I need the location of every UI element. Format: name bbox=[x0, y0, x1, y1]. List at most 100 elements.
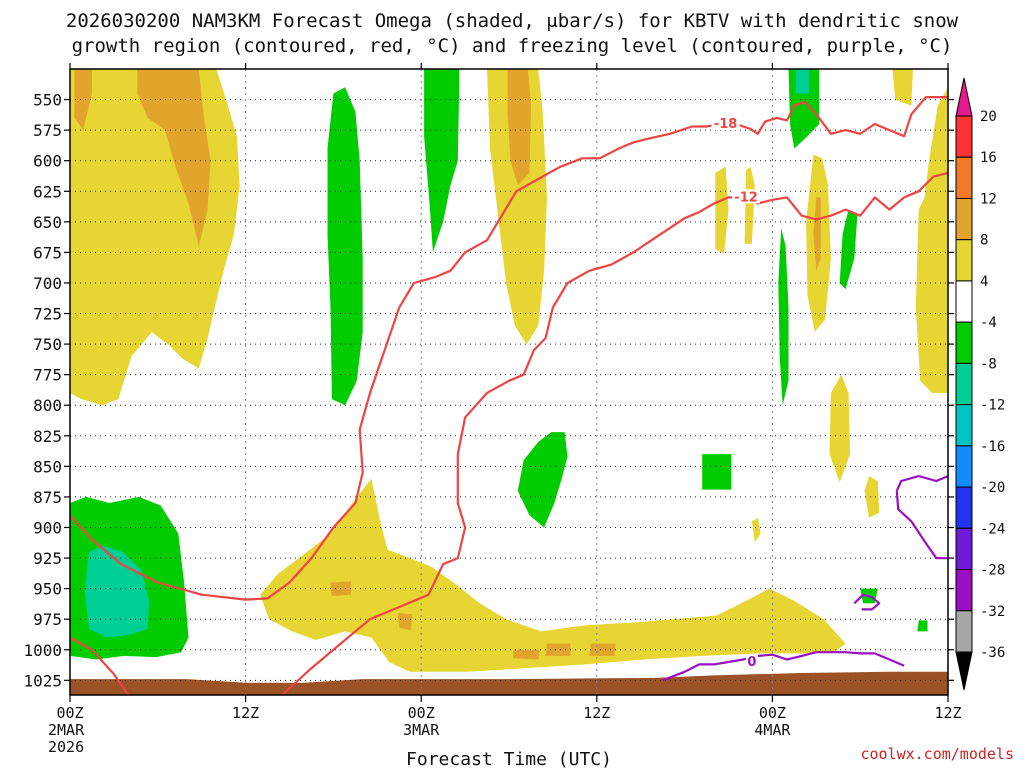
y-axis: 550 575 600 625 650 675 700 725 750 775 800 825 850 8… bbox=[23, 91, 954, 690]
omega-region-25 bbox=[795, 69, 809, 94]
colorbar-label-4: 4 bbox=[980, 274, 988, 290]
colorbar-label-5: -4 bbox=[980, 315, 997, 331]
temperature-contour-1 bbox=[69, 636, 130, 696]
x-tick-label-24-0: 00Z bbox=[408, 704, 435, 722]
y-tick-label-650: 650 bbox=[33, 213, 62, 232]
colorbar-bin-9 bbox=[955, 486, 973, 529]
temperature-label-2: -12 bbox=[734, 190, 758, 205]
colorbar-bin-10 bbox=[955, 527, 973, 571]
freezing-level-label-0: 0 bbox=[747, 655, 756, 670]
omega-region-21 bbox=[424, 69, 460, 253]
freezing-level-contour-2 bbox=[895, 475, 949, 492]
omega-region-27 bbox=[839, 209, 858, 290]
colorbar-bin-4 bbox=[955, 280, 973, 323]
y-tick-label-900: 900 bbox=[33, 518, 62, 537]
y-tick-label-600: 600 bbox=[33, 152, 62, 171]
plot-area: -18 -12 0 bbox=[69, 68, 949, 696]
temperature-contour-2 bbox=[281, 171, 949, 696]
credit-text: coolwx.com/models bbox=[860, 745, 1014, 763]
colorbar-bin-12 bbox=[955, 610, 973, 653]
colorbar: 20 16 12 8 4 -4 -8 -12 -16 -20 -24 -28 -32 -36 bbox=[955, 77, 1005, 691]
omega-region-5 bbox=[892, 69, 913, 106]
x-tick-label-0-0: 00Z bbox=[56, 704, 83, 722]
y-tick-label-850: 850 bbox=[33, 457, 62, 476]
colorbar-bin-0 bbox=[955, 115, 973, 158]
omega-region-19 bbox=[589, 643, 616, 656]
colorbar-label-11: -28 bbox=[980, 563, 1005, 579]
y-tick-label-925: 925 bbox=[33, 549, 62, 568]
omega-region-31 bbox=[84, 545, 149, 638]
colorbar-label-2: 12 bbox=[980, 191, 997, 207]
y-tick-label-775: 775 bbox=[33, 366, 62, 385]
colorbar-label-12: -32 bbox=[980, 604, 1005, 620]
freezing-level-label-bg-0 bbox=[745, 653, 758, 668]
colorbar-label-10: -24 bbox=[980, 521, 1005, 537]
y-tick-label-800: 800 bbox=[33, 396, 62, 415]
colorbar-bin-6 bbox=[955, 362, 973, 406]
freezing-level-contour-1 bbox=[853, 593, 881, 611]
colorbar-label-7: -12 bbox=[980, 398, 1005, 414]
x-tick-label-36-0: 12Z bbox=[583, 704, 610, 722]
omega-region-29 bbox=[917, 620, 928, 632]
y-tick-label-725: 725 bbox=[33, 305, 62, 324]
omega-region-1 bbox=[74, 69, 92, 131]
y-tick-label-975: 975 bbox=[33, 610, 62, 629]
y-tick-label-950: 950 bbox=[33, 580, 62, 599]
temperature-label-bg-0 bbox=[711, 116, 740, 131]
y-tick-label-750: 750 bbox=[33, 335, 62, 354]
y-tick-label-1025: 1025 bbox=[23, 671, 62, 690]
plot-frame bbox=[69, 68, 949, 696]
y-tick-label-1000: 1000 bbox=[23, 641, 62, 660]
colorbar-bin-11 bbox=[955, 569, 973, 612]
chart-title-line-2: growth region (contoured, red, °C) and f… bbox=[72, 35, 953, 57]
colorbar-bin-7 bbox=[955, 404, 973, 447]
omega-region-23 bbox=[702, 454, 732, 490]
colorbar-label-13: -36 bbox=[980, 645, 1005, 661]
x-axis-label: Forecast Time (UTC) bbox=[406, 749, 612, 768]
colorbar-top-cap bbox=[955, 77, 973, 117]
omega-region-26 bbox=[778, 227, 789, 406]
y-tick-label-875: 875 bbox=[33, 488, 62, 507]
colorbar-bin-2 bbox=[955, 197, 973, 241]
y-tick-label-625: 625 bbox=[33, 182, 62, 201]
x-tick-label-24-1: 3MAR bbox=[403, 721, 440, 739]
omega-region-12 bbox=[864, 476, 880, 518]
omega-region-7 bbox=[744, 166, 755, 244]
chart-title-line-1: 2026030200 NAM3KM Forecast Omega (shaded… bbox=[66, 10, 959, 32]
x-tick-label-48-1: 4MAR bbox=[754, 721, 791, 739]
colorbar-label-8: -16 bbox=[980, 439, 1005, 455]
omega-region-18 bbox=[545, 643, 571, 656]
temperature-contour-0 bbox=[69, 95, 948, 601]
x-tick-label-0-1: 2MAR bbox=[48, 721, 85, 739]
y-tick-label-575: 575 bbox=[33, 121, 62, 140]
omega-region-22 bbox=[517, 432, 568, 528]
omega-region-2 bbox=[137, 69, 211, 247]
colorbar-bin-1 bbox=[955, 156, 973, 199]
colorbar-bin-5 bbox=[955, 321, 973, 364]
temperature-label-0: -18 bbox=[714, 117, 738, 132]
x-tick-label-12-0: 12Z bbox=[232, 704, 259, 722]
y-tick-label-825: 825 bbox=[33, 427, 62, 446]
freezing-level-contour-0 bbox=[662, 651, 905, 682]
omega-region-17 bbox=[513, 649, 540, 660]
omega-region-20 bbox=[327, 87, 363, 406]
colorbar-bin-3 bbox=[955, 239, 973, 282]
y-tick-label-700: 700 bbox=[33, 274, 62, 293]
omega-region-13 bbox=[751, 517, 761, 543]
colorbar-label-6: -8 bbox=[980, 356, 997, 372]
x-tick-label-60-0: 12Z bbox=[934, 704, 961, 722]
omega-region-16 bbox=[397, 613, 413, 631]
colorbar-bin-8 bbox=[955, 445, 973, 488]
omega-region-3 bbox=[487, 69, 547, 345]
x-tick-label-0-2: 2026 bbox=[48, 738, 84, 756]
contour-lines: -18 -12 0 bbox=[69, 95, 949, 696]
colorbar-label-1: 16 bbox=[980, 150, 997, 166]
colorbar-label-9: -20 bbox=[980, 480, 1005, 496]
omega-region-10 bbox=[915, 87, 948, 394]
colorbar-label-3: 8 bbox=[980, 233, 988, 249]
colorbar-bottom-cap bbox=[955, 651, 973, 691]
omega-region-6 bbox=[715, 166, 729, 254]
y-tick-label-550: 550 bbox=[33, 91, 62, 110]
